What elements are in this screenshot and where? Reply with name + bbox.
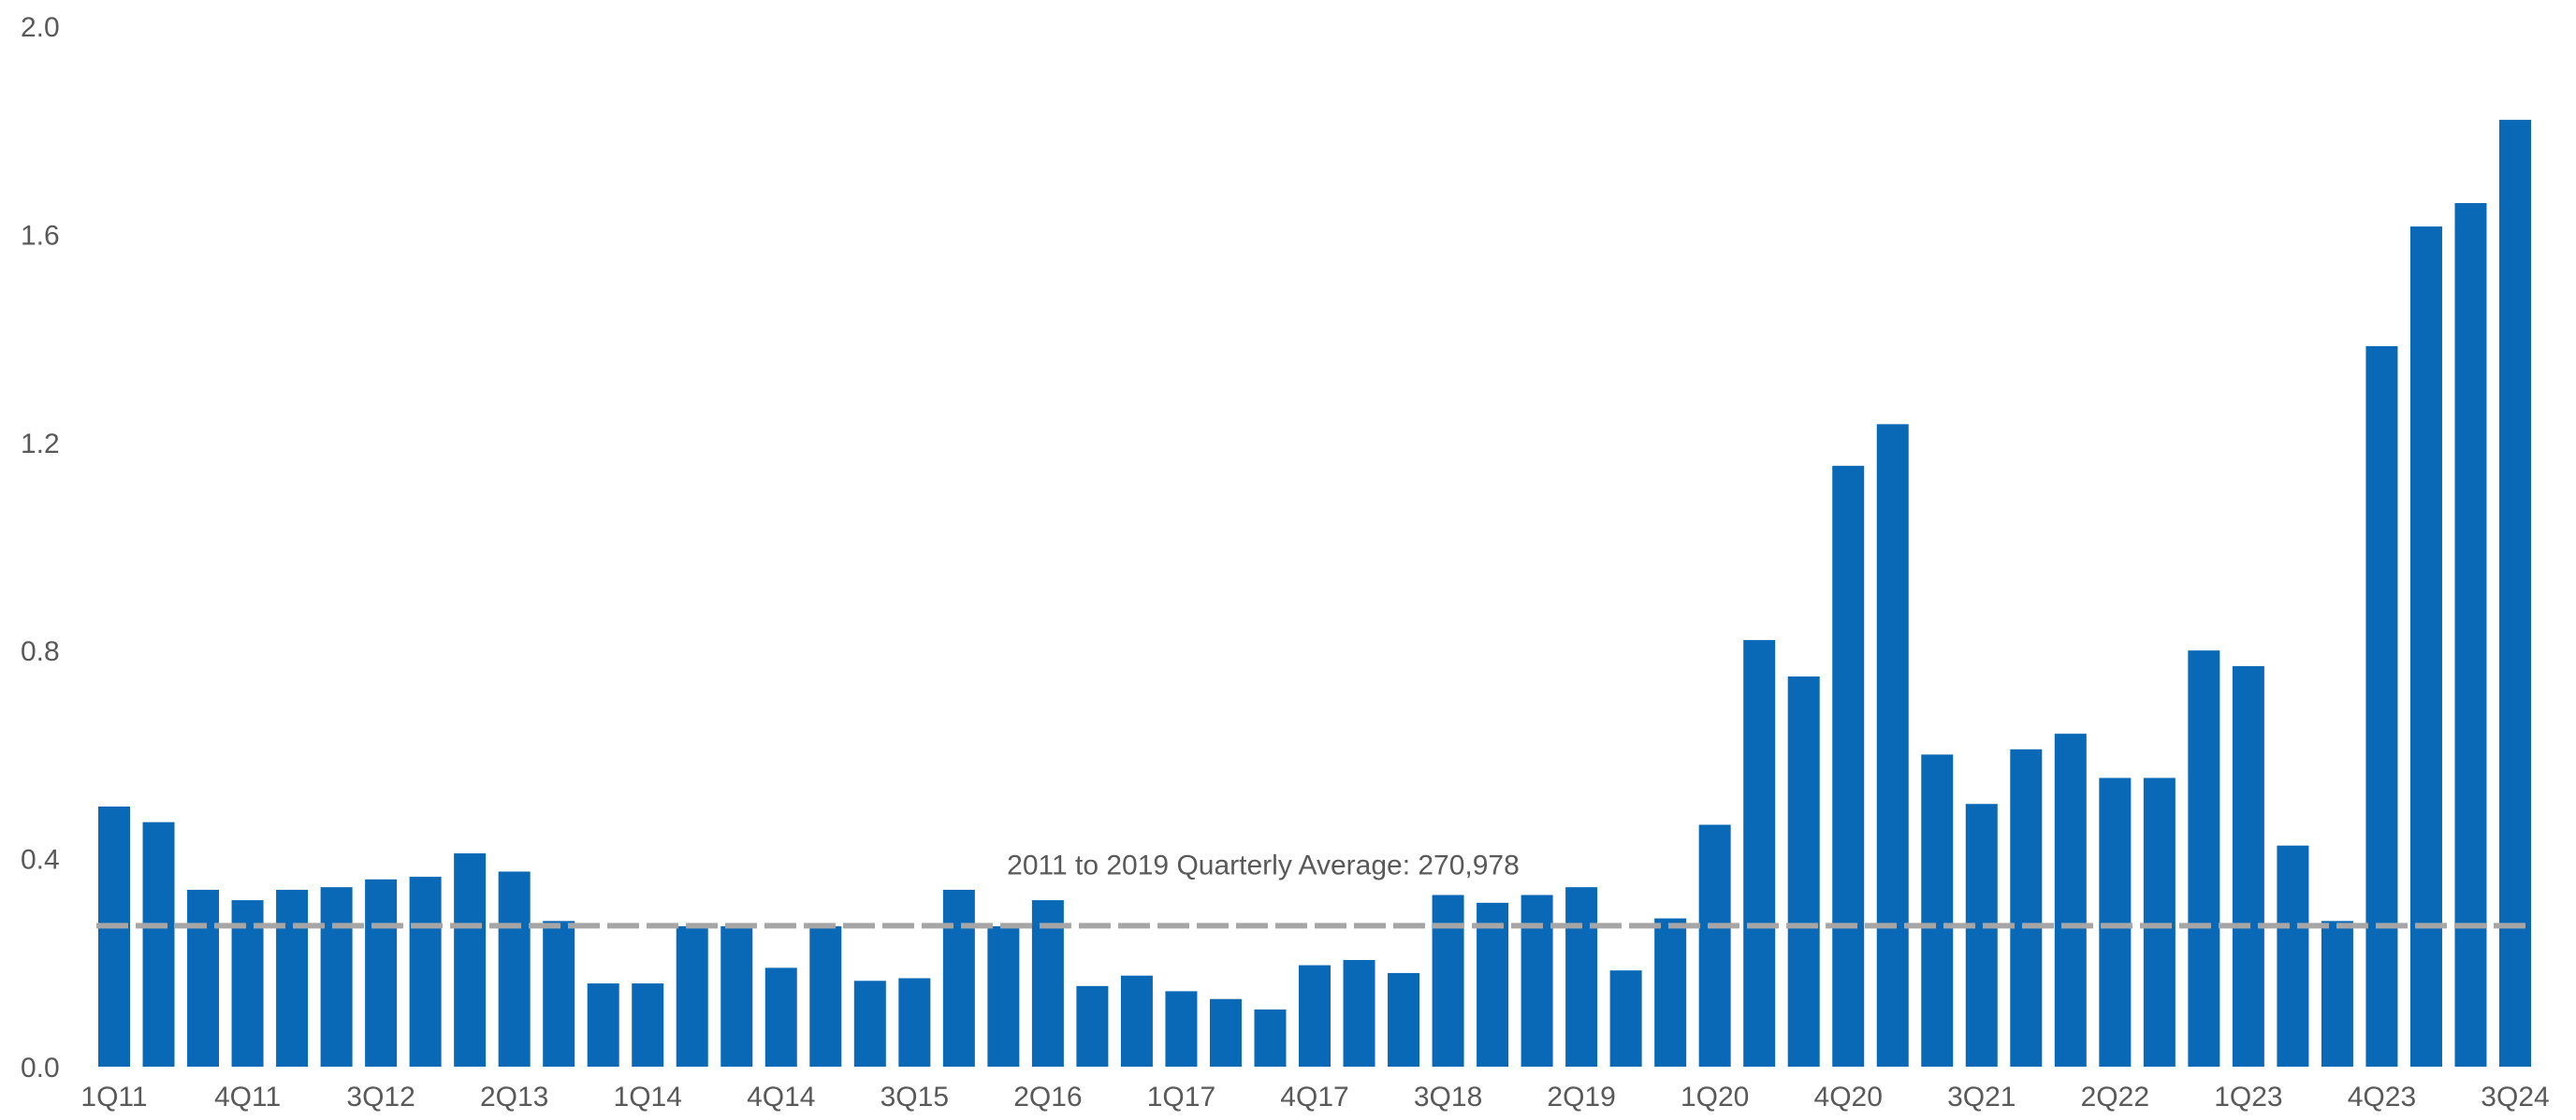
x-tick-label: 1Q11	[80, 1082, 147, 1113]
bar-2Q21	[1921, 754, 1954, 1067]
bar-4Q13	[587, 983, 619, 1067]
bar-4Q22	[2188, 650, 2220, 1067]
bar-1Q22	[2054, 734, 2087, 1067]
bar-1Q20	[1698, 824, 1731, 1067]
bar-1Q19	[1521, 895, 1553, 1067]
bar-3Q13	[543, 921, 575, 1067]
bar-3Q14	[720, 925, 753, 1067]
x-tick-label: 3Q21	[1947, 1082, 2016, 1113]
bar-2Q12	[320, 887, 353, 1067]
bar-1Q11	[98, 807, 130, 1067]
bar-2Q24	[2454, 203, 2487, 1068]
y-tick-label: 0.0	[21, 1053, 60, 1084]
bar-3Q23	[2321, 921, 2353, 1067]
x-tick-label: 1Q17	[1147, 1082, 1215, 1113]
x-axis: 1Q11 4Q11 3Q12 2Q13 1Q14 4Q14 3Q15 2Q16 1Q17 4Q17…	[80, 1082, 2549, 1113]
bar-4Q14	[764, 967, 797, 1067]
bar-1Q24	[2409, 226, 2442, 1067]
bar-2Q19	[1565, 887, 1598, 1067]
bar-4Q20	[1832, 465, 1865, 1067]
bar-3Q12	[365, 879, 398, 1067]
bar-4Q21	[2010, 749, 2043, 1067]
bar-4Q15	[942, 889, 975, 1067]
bar-3Q11	[187, 889, 220, 1067]
bar-3Q15	[898, 978, 931, 1067]
bar-4Q18	[1477, 902, 1509, 1067]
bar-2Q14	[676, 925, 708, 1067]
x-tick-label: 2Q13	[480, 1082, 548, 1113]
x-tick-label: 4Q23	[2348, 1082, 2416, 1113]
y-tick-label: 2.0	[21, 12, 60, 43]
reference-line-group: 2011 to 2019 Quarterly Average: 270,978	[96, 850, 2533, 929]
y-axis: 0.0 0.4 0.8 1.2 1.6 2.0	[21, 12, 60, 1084]
bar-4Q19	[1654, 918, 1687, 1067]
bar-2Q18	[1388, 972, 1420, 1067]
bar-1Q16	[987, 925, 1020, 1067]
average-reference-label: 2011 to 2019 Quarterly Average: 270,978	[1007, 850, 1520, 880]
bar-1Q21	[1876, 424, 1909, 1068]
x-tick-label: 4Q11	[214, 1082, 281, 1113]
x-tick-label: 1Q23	[2214, 1082, 2282, 1113]
x-tick-label: 4Q14	[747, 1082, 815, 1113]
x-tick-label: 3Q15	[880, 1082, 949, 1113]
bar-3Q24	[2499, 120, 2531, 1067]
bar-2Q13	[498, 871, 531, 1067]
bar-3Q22	[2143, 778, 2176, 1067]
x-tick-label: 3Q18	[1414, 1082, 1482, 1113]
x-tick-label: 4Q17	[1280, 1082, 1348, 1113]
x-tick-label: 2Q16	[1013, 1082, 1082, 1113]
bars-group	[98, 120, 2531, 1068]
bar-2Q15	[853, 981, 886, 1067]
bar-4Q17	[1299, 965, 1331, 1067]
y-tick-label: 0.8	[21, 636, 60, 667]
bar-1Q13	[454, 853, 487, 1067]
bar-2Q11	[142, 822, 175, 1067]
bar-2Q23	[2277, 845, 2309, 1067]
bar-1Q14	[632, 983, 664, 1067]
bar-4Q23	[2365, 345, 2398, 1067]
bar-3Q18	[1432, 895, 1464, 1067]
bar-1Q12	[276, 889, 309, 1067]
bar-4Q12	[409, 877, 442, 1067]
bar-1Q18	[1343, 960, 1375, 1067]
y-tick-label: 1.2	[21, 429, 60, 459]
y-tick-label: 1.6	[21, 220, 60, 251]
bar-2Q20	[1743, 640, 1776, 1067]
bar-1Q17	[1165, 991, 1198, 1067]
bar-3Q20	[1787, 676, 1820, 1067]
bar-1Q15	[809, 925, 842, 1067]
bar-2Q17	[1209, 998, 1242, 1067]
x-tick-label: 1Q20	[1681, 1082, 1749, 1113]
x-tick-label: 4Q20	[1814, 1082, 1883, 1113]
bar-4Q16	[1120, 975, 1153, 1067]
bar-3Q21	[1965, 804, 1998, 1067]
bar-3Q16	[1076, 985, 1109, 1067]
bar-3Q17	[1254, 1009, 1287, 1067]
bar-2Q22	[2099, 778, 2132, 1067]
x-tick-label: 2Q22	[2081, 1082, 2149, 1113]
x-tick-label: 1Q14	[614, 1082, 682, 1113]
x-tick-label: 2Q19	[1547, 1082, 1615, 1113]
bar-1Q23	[2232, 665, 2264, 1067]
bar-3Q19	[1609, 970, 1642, 1067]
x-tick-label: 3Q24	[2481, 1082, 2549, 1113]
x-tick-label: 3Q12	[346, 1082, 415, 1113]
y-tick-label: 0.4	[21, 845, 60, 876]
